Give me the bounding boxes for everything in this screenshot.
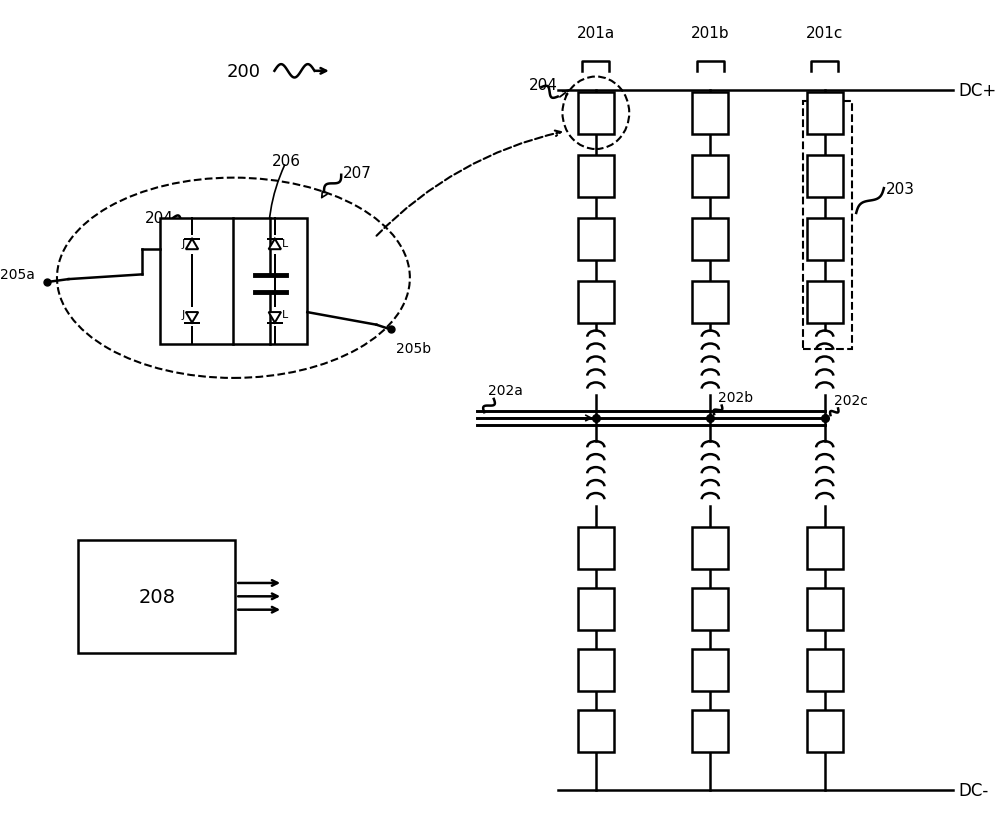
Polygon shape [186, 239, 198, 250]
Bar [692, 281, 728, 324]
Bar [578, 281, 614, 324]
Text: J: J [181, 309, 184, 319]
Bar [692, 155, 728, 197]
Bar [803, 102, 852, 350]
Text: 202a: 202a [488, 384, 523, 398]
Text: 202c: 202c [834, 393, 868, 407]
Text: J: J [181, 239, 184, 249]
Text: 200: 200 [227, 63, 261, 81]
Text: 201b: 201b [691, 26, 730, 41]
Text: 205a: 205a [0, 268, 35, 282]
Text: 205b: 205b [396, 342, 431, 355]
Bar [692, 649, 728, 691]
Text: L: L [281, 239, 288, 249]
Text: 201a: 201a [577, 26, 615, 41]
Bar [807, 527, 843, 569]
Bar [807, 649, 843, 691]
Bar [692, 527, 728, 569]
Bar [578, 155, 614, 197]
Text: 208: 208 [138, 587, 175, 606]
Text: 207: 207 [343, 166, 372, 181]
Bar [807, 218, 843, 260]
Text: 204: 204 [145, 211, 174, 226]
Bar [160, 218, 307, 344]
Bar [692, 218, 728, 260]
Text: 202b: 202b [718, 390, 753, 404]
Bar [578, 93, 614, 135]
Bar [807, 710, 843, 752]
Text: 201c: 201c [806, 26, 843, 41]
Bar [807, 155, 843, 197]
Bar [807, 281, 843, 324]
Text: 206: 206 [272, 154, 301, 169]
Bar [578, 649, 614, 691]
Polygon shape [269, 313, 281, 324]
Polygon shape [186, 313, 198, 324]
Bar [78, 540, 235, 653]
Bar [807, 93, 843, 135]
Bar [578, 588, 614, 630]
Bar [692, 93, 728, 135]
Ellipse shape [57, 178, 410, 379]
Bar [807, 588, 843, 630]
Text: 204: 204 [529, 78, 558, 93]
Bar [578, 527, 614, 569]
Text: DC-: DC- [958, 781, 989, 799]
Bar [692, 710, 728, 752]
Bar [692, 588, 728, 630]
Text: 203: 203 [886, 181, 915, 196]
Text: L: L [281, 309, 288, 319]
Text: DC+: DC+ [958, 82, 997, 99]
Polygon shape [269, 239, 281, 250]
Bar [578, 218, 614, 260]
Bar [578, 710, 614, 752]
